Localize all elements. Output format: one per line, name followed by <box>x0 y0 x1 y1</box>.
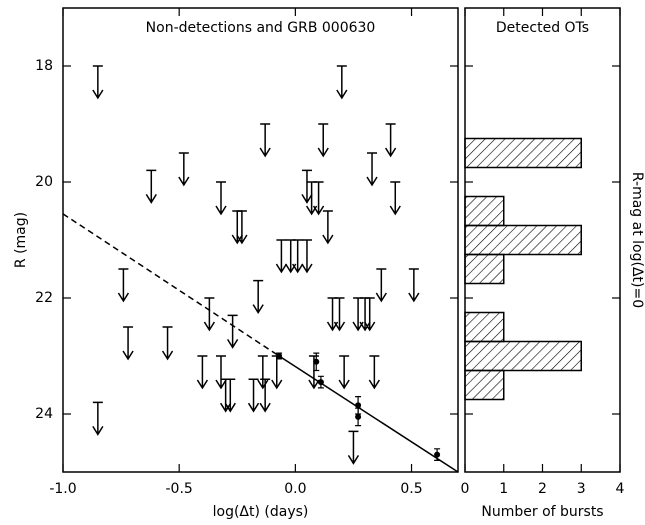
upper-limit-arrow <box>231 210 243 245</box>
upper-limit-arrow <box>368 355 380 390</box>
detection-point <box>276 353 283 359</box>
upper-limit-arrow <box>203 297 216 332</box>
upper-limit-arrow <box>275 239 288 274</box>
x-tick-label: 2 <box>538 481 547 497</box>
x-tick-label: -1.0 <box>49 481 76 497</box>
upper-limit-arrow <box>317 123 329 158</box>
upper-limit-arrow <box>247 378 260 413</box>
upper-limit-arrow <box>117 268 130 303</box>
histogram-bar <box>464 340 582 372</box>
chart-title: Non-detections and GRB 000630 <box>146 20 376 36</box>
upper-limit-arrow <box>257 355 269 390</box>
x-axis-label: Number of bursts <box>481 504 603 520</box>
upper-limit-arrow <box>220 378 232 413</box>
x-tick-label: 4 <box>616 481 625 497</box>
detection-point <box>313 358 320 365</box>
upper-limit-arrow <box>271 355 283 390</box>
histogram-bar <box>464 195 505 227</box>
upper-limit-arrow <box>145 169 157 204</box>
upper-limit-arrow <box>236 210 248 245</box>
chart-title: Detected OTs <box>496 20 589 36</box>
histogram-bar <box>464 224 582 256</box>
detection-point <box>355 413 362 420</box>
upper-limit-arrow <box>178 152 190 187</box>
upper-limit-arrow <box>215 355 227 390</box>
fit-line <box>278 355 459 473</box>
histogram-bar <box>464 311 505 343</box>
upper-limit-arrow <box>375 268 387 303</box>
x-tick-label: 3 <box>577 481 586 497</box>
upper-limit-arrow <box>408 268 420 303</box>
upper-limit-arrow <box>224 378 236 413</box>
y-tick-label: 24 <box>35 406 53 422</box>
x-axis-label: log(Δt) (days) <box>213 504 309 520</box>
upper-limit-arrow <box>122 326 134 361</box>
upper-limit-arrow <box>347 430 360 465</box>
x-tick-label: -0.5 <box>166 481 193 497</box>
y-tick-label: 22 <box>35 290 53 306</box>
upper-limit-arrow <box>259 123 271 158</box>
y-axis-label: R (mag) <box>13 212 29 268</box>
right-panel: 0 1 2 3 4 Detected OTs Number of bursts R-mag a… <box>461 7 645 520</box>
upper-limit-arrow <box>389 181 401 216</box>
upper-limit-arrow <box>384 123 397 158</box>
detection-point <box>434 451 441 458</box>
upper-limit-arrow <box>161 326 174 361</box>
histogram-bar <box>464 253 505 285</box>
x-tick-label: 0.0 <box>284 481 306 497</box>
upper-limit-arrow <box>226 314 239 349</box>
upper-limit-arrow <box>259 378 271 413</box>
upper-limit-arrow <box>359 297 371 332</box>
plot-frame <box>62 7 459 473</box>
detection-point <box>355 402 362 409</box>
upper-limit-arrow <box>336 65 348 100</box>
upper-limit-arrow <box>92 65 104 100</box>
upper-limit-arrow <box>301 239 313 274</box>
y-tick-label: 18 <box>35 58 53 74</box>
upper-limit-arrow <box>252 279 264 315</box>
x-tick-label: 1 <box>499 481 508 497</box>
x-tick-label: 0 <box>461 481 470 497</box>
upper-limit-arrow <box>366 152 378 187</box>
left-panel: -1.0 -0.5 0.0 0.5 18 20 22 24 Non-detections and… <box>13 7 459 520</box>
upper-limit-arrow <box>301 169 313 204</box>
x-tick-label: 0.5 <box>400 481 422 497</box>
histogram-bar <box>464 369 505 401</box>
upper-limit-arrow <box>364 297 376 332</box>
upper-limit-arrow <box>333 297 346 332</box>
upper-limit-arrow <box>215 181 227 216</box>
upper-limit-arrow <box>312 181 325 216</box>
upper-limit-arrow <box>338 355 350 390</box>
fit-line <box>62 213 280 357</box>
upper-limit-arrow <box>322 210 334 245</box>
y-axis-label: R-mag at log(Δt)=0 <box>629 172 645 308</box>
upper-limit-arrow <box>92 401 104 436</box>
upper-limit-arrow <box>196 355 209 390</box>
detection-point <box>317 379 324 386</box>
upper-limit-arrow <box>292 239 304 274</box>
histogram-bar <box>464 137 582 169</box>
y-tick-label: 20 <box>35 174 53 190</box>
